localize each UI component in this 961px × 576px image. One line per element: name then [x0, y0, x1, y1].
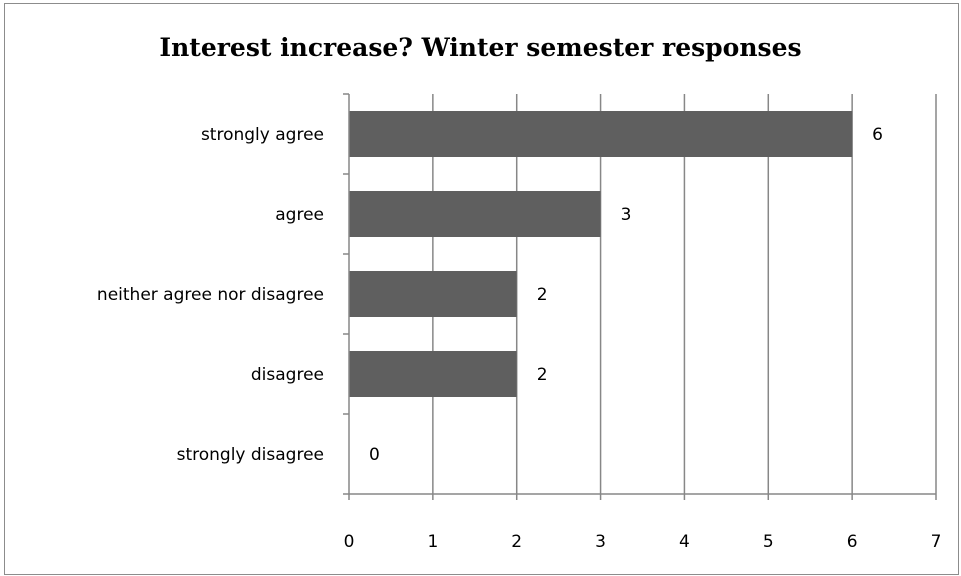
data-label: 3	[621, 205, 632, 225]
data-label: 6	[872, 125, 883, 145]
category-label: agree	[275, 205, 324, 225]
x-tick-label: 7	[931, 532, 942, 552]
bar	[349, 271, 517, 317]
data-label: 2	[537, 365, 548, 385]
chart-title: Interest increase? Winter semester respo…	[159, 33, 802, 62]
bar	[349, 351, 517, 397]
x-tick-label: 4	[679, 532, 690, 552]
data-label: 0	[369, 445, 380, 465]
category-label: neither agree nor disagree	[97, 285, 324, 305]
labels: 0 1 2 3 4 5 6 7 strongly agree 6 agree 3 neither agr…	[97, 125, 941, 552]
bars	[349, 111, 853, 397]
x-tick-label: 0	[344, 532, 355, 552]
x-tick-label: 3	[595, 532, 606, 552]
x-tick-label: 1	[427, 532, 438, 552]
x-tick-label: 5	[763, 532, 774, 552]
bar	[349, 191, 601, 237]
x-tick-label: 2	[511, 532, 522, 552]
bar	[349, 111, 853, 157]
category-label: strongly agree	[201, 125, 324, 145]
data-label: 2	[537, 285, 548, 305]
gridlines	[432, 94, 937, 494]
category-label: disagree	[251, 365, 324, 385]
category-label: strongly disagree	[177, 445, 324, 465]
axes	[343, 93, 937, 500]
x-tick-label: 6	[847, 532, 858, 552]
